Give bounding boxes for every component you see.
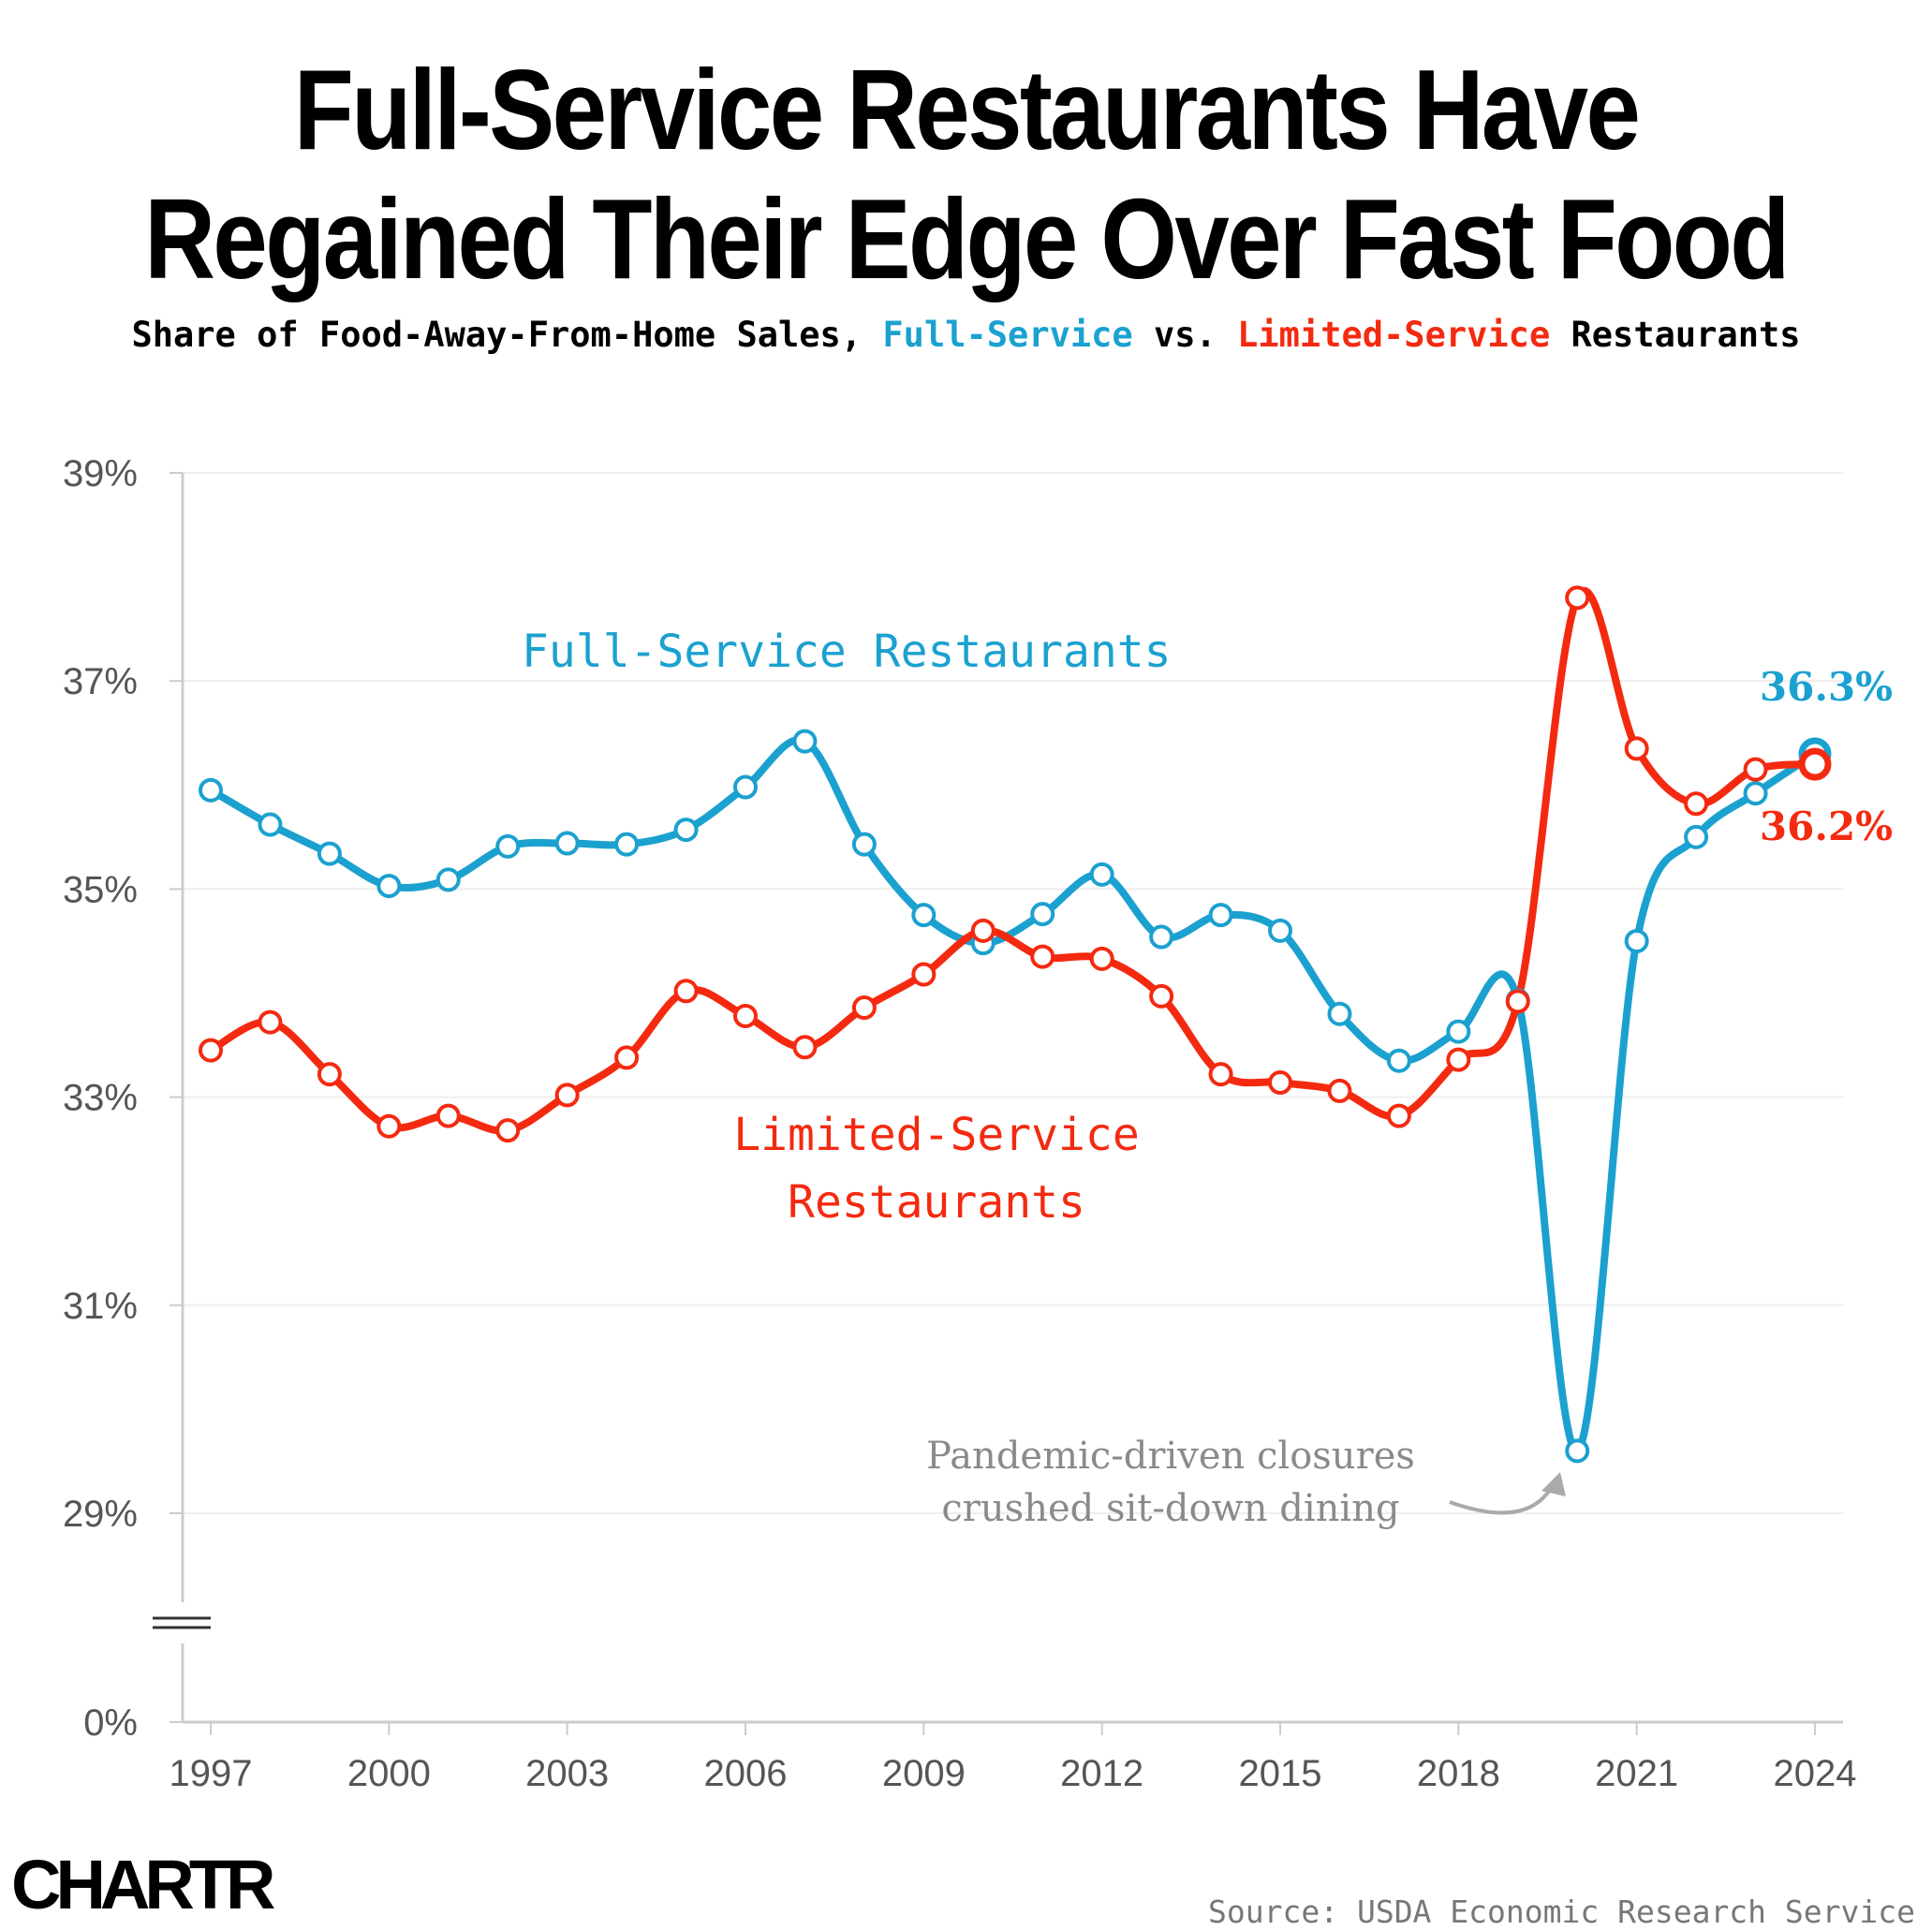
series-0-point — [317, 841, 342, 866]
series-0-point — [258, 812, 283, 837]
y-axis-ticks: 39% 37% 35% 33% 31% 29% 0% — [63, 453, 183, 1744]
series-0-point — [376, 874, 402, 899]
x-axis-ticks: 1997 2000 2003 2006 2009 2012 2015 2018 2021 2024 — [170, 1722, 1857, 1794]
series-0-point — [495, 833, 521, 859]
series-1-point — [792, 1035, 818, 1060]
series-0-point — [554, 831, 580, 856]
series-0-point — [435, 867, 461, 892]
limited-service-series-label-line-1: Limited-Service — [733, 1109, 1139, 1161]
annotation-line-1: Pandemic-driven closures — [926, 1435, 1415, 1478]
series-0-point — [199, 777, 223, 803]
x-tick-label: 2006 — [704, 1753, 788, 1794]
series-1-point — [1446, 1047, 1471, 1072]
series-1-point — [1327, 1078, 1352, 1103]
limited-service-series-label-line-2: Restaurants — [788, 1176, 1085, 1229]
series-1-point — [1386, 1103, 1411, 1128]
y-tick-label: 33% — [63, 1078, 138, 1119]
series-0-point — [1446, 1019, 1471, 1044]
annotation-arrowhead — [1541, 1472, 1566, 1496]
x-tick-label: 2012 — [1060, 1753, 1143, 1794]
series-0-point — [614, 832, 640, 857]
series-1-point — [1624, 736, 1649, 761]
series-1-point — [376, 1113, 402, 1139]
full-service-series-label: Full-Service Restaurants — [522, 626, 1172, 678]
series-points — [199, 585, 1832, 1464]
series-1-point — [970, 918, 995, 943]
annotation-line-2: crushed sit-down dining — [941, 1487, 1399, 1530]
series-0-point — [792, 729, 818, 754]
series-lines — [207, 586, 1819, 1455]
series-1-point — [1505, 989, 1530, 1014]
series-1-point — [851, 995, 877, 1021]
series-1-point — [1030, 944, 1055, 969]
series-0-point — [1268, 918, 1292, 943]
y-tick-label: 39% — [63, 453, 138, 494]
series-0-point — [1030, 902, 1055, 927]
series-1-point — [1149, 983, 1174, 1009]
series-1-point — [258, 1009, 283, 1035]
series-1-point — [435, 1103, 461, 1128]
annotation-arrow — [1449, 1481, 1556, 1515]
series-1-point — [614, 1045, 640, 1070]
x-tick-label: 1997 — [170, 1753, 253, 1794]
subtitle-part-2: vs. — [1132, 315, 1238, 355]
chart-subtitle: Share of Food-Away-From-Home Sales, Full… — [0, 315, 1932, 355]
x-tick-label: 2003 — [525, 1753, 609, 1794]
axes — [153, 473, 1843, 1724]
x-tick-label: 2021 — [1595, 1753, 1678, 1794]
series-1-point — [733, 1003, 758, 1028]
series-0-point — [911, 903, 937, 928]
title-line-1: Full-Service Restaurants Have — [293, 46, 1641, 173]
y-tick-label: 31% — [63, 1286, 138, 1327]
series-1-point — [1565, 585, 1590, 611]
series-0-point — [1624, 928, 1649, 953]
series-0-point — [1386, 1048, 1411, 1073]
series-0-point — [673, 818, 699, 843]
subtitle-limited-service: Limited-Service — [1237, 315, 1551, 355]
series-1-point — [1798, 747, 1832, 781]
subtitle-full-service: Full-Service — [882, 315, 1133, 355]
gridlines — [183, 472, 1843, 1514]
x-tick-label: 2018 — [1417, 1753, 1500, 1794]
x-tick-label: 2015 — [1239, 1753, 1322, 1794]
y-tick-label: 29% — [63, 1494, 138, 1535]
series-1-point — [1208, 1062, 1233, 1087]
series-1-point — [1268, 1070, 1292, 1096]
series-1-point — [1089, 946, 1114, 971]
limited-service-end-label: 36.2% — [1760, 803, 1893, 849]
x-tick-label: 2000 — [347, 1753, 431, 1794]
series-0-point — [1149, 924, 1174, 950]
series-1-point — [1684, 791, 1709, 817]
series-0-point — [1208, 903, 1233, 928]
series-line-0 — [207, 736, 1819, 1455]
y-tick-label: 0% — [83, 1702, 138, 1744]
series-0-point — [1743, 781, 1768, 806]
series-1-point — [317, 1062, 342, 1087]
chart-title: Full-Service Restaurants Have Regained T… — [135, 45, 1796, 303]
series-1-point — [554, 1083, 580, 1108]
y-tick-label: 35% — [63, 869, 138, 910]
x-tick-label: 2024 — [1774, 1753, 1857, 1794]
series-0-point — [851, 832, 877, 857]
chartr-logo: CHARTR — [11, 1846, 275, 1923]
series-1-point — [673, 979, 699, 1004]
x-tick-label: 2009 — [882, 1753, 966, 1794]
series-0-point — [1684, 824, 1709, 849]
series-1-point — [199, 1038, 223, 1063]
source-note: Source: USDA Economic Research Service — [1208, 1893, 1915, 1930]
y-tick-label: 37% — [63, 661, 138, 702]
series-1-point — [495, 1118, 521, 1143]
subtitle-part-1: Share of Food-Away-From-Home Sales, — [131, 315, 883, 355]
series-0-point — [733, 774, 758, 800]
series-1-point — [911, 962, 937, 987]
series-1-point — [1743, 757, 1768, 782]
series-0-point — [1327, 1001, 1352, 1026]
title-line-2: Regained Their Edge Over Fast Food — [144, 175, 1790, 302]
subtitle-part-3: Restaurants — [1550, 315, 1801, 355]
full-service-end-label: 36.3% — [1760, 664, 1893, 710]
series-0-point — [1089, 862, 1114, 887]
series-0-point — [1565, 1438, 1590, 1464]
